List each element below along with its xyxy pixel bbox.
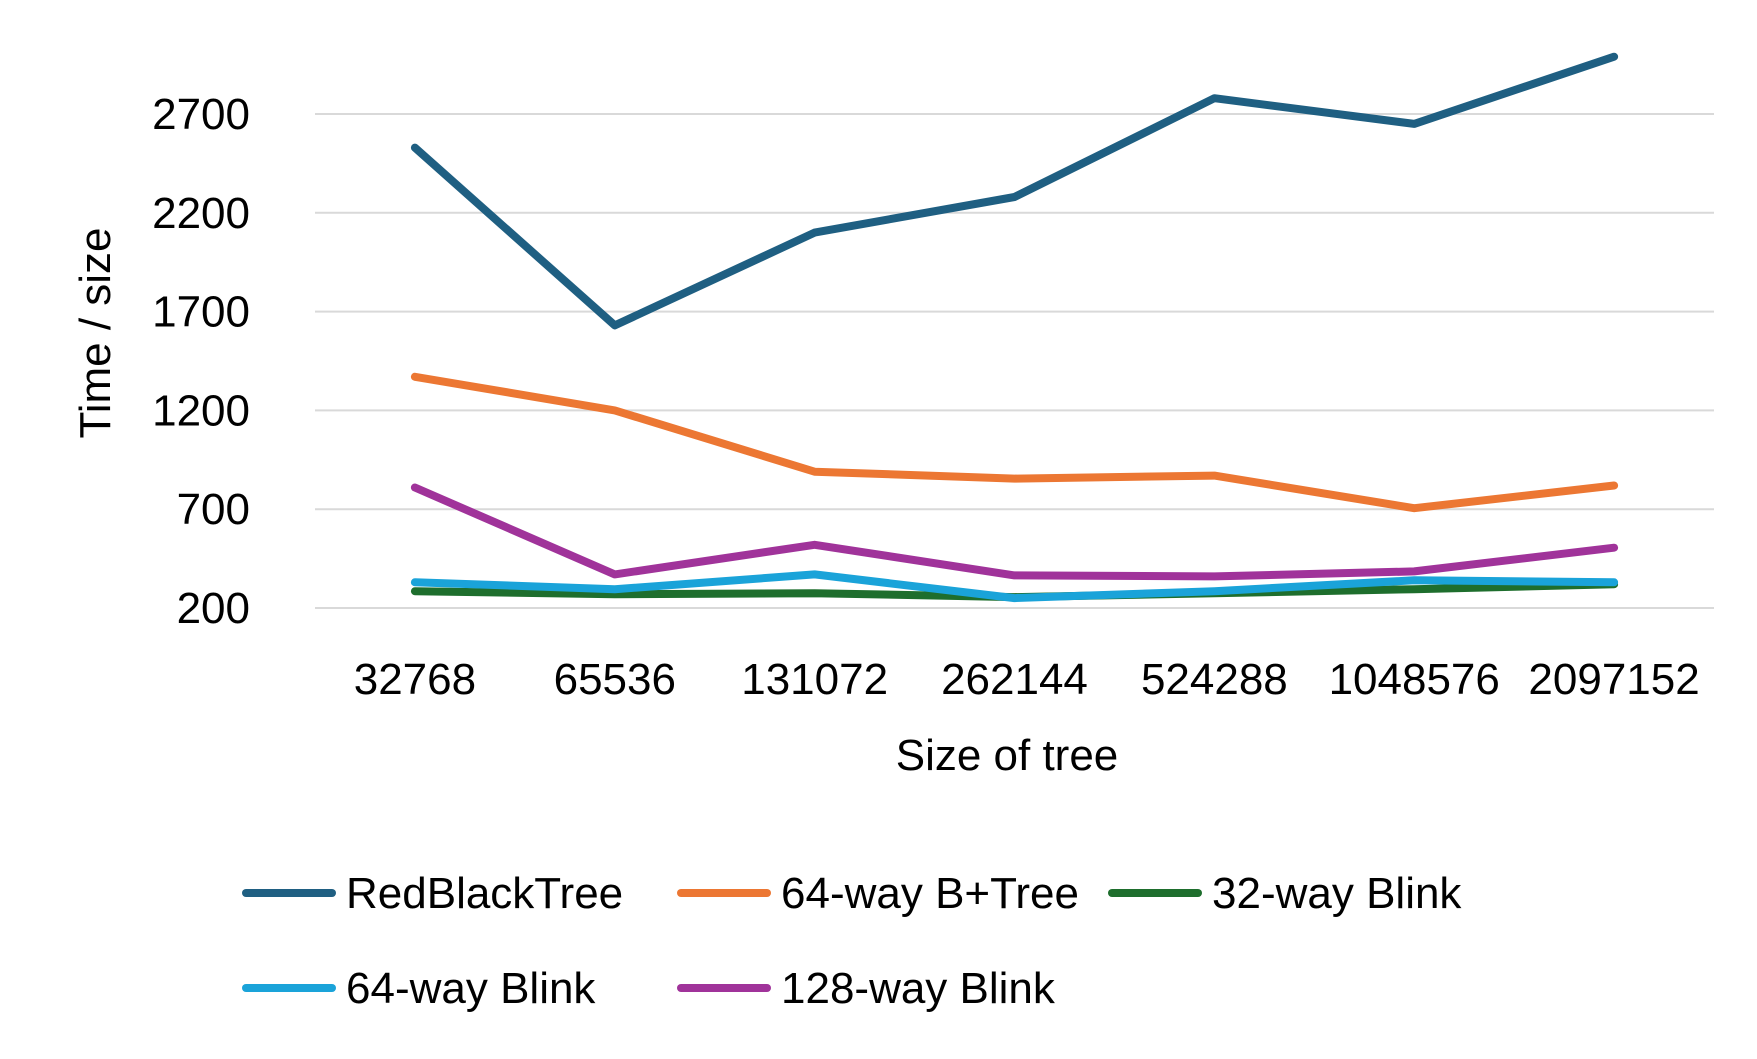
y-tick-label: 1700 — [152, 288, 250, 337]
x-axis-ticks: 32768 65536 131072 262144 524288 1048576 20971… — [354, 655, 1700, 704]
legend-item: 32-way Blink — [1108, 869, 1462, 918]
y-axis-title: Time / size — [71, 227, 120, 438]
legend-label: 128-way Blink — [781, 964, 1056, 1013]
legend-item: 64-way B+Tree — [677, 869, 1079, 918]
legend-item: RedBlackTree — [242, 869, 623, 918]
y-tick-label: 1200 — [152, 386, 250, 435]
legend-label: 32-way Blink — [1212, 869, 1462, 918]
x-axis-title: Size of tree — [896, 731, 1119, 780]
y-tick-label: 700 — [177, 485, 250, 534]
legend-label: 64-way B+Tree — [781, 869, 1079, 918]
series-line-64-way-blink — [410, 570, 1619, 603]
y-tick-label: 2700 — [152, 90, 250, 139]
x-tick-label: 262144 — [941, 655, 1088, 704]
series-lines — [410, 52, 1619, 603]
y-axis-ticks: 200 700 1200 1700 2200 2700 — [152, 90, 250, 633]
x-tick-label: 524288 — [1141, 655, 1288, 704]
y-tick-label: 2200 — [152, 189, 250, 238]
series-line-64-way-b-tree — [410, 372, 1619, 513]
gridlines — [315, 113, 1714, 609]
legend: RedBlackTree 64-way B+Tree 32-way Blink 64-… — [242, 869, 1462, 1013]
x-tick-label: 131072 — [741, 655, 888, 704]
y-tick-label: 200 — [177, 584, 250, 633]
x-tick-label: 65536 — [554, 655, 676, 704]
legend-label: RedBlackTree — [346, 869, 623, 918]
legend-label: 64-way Blink — [346, 964, 596, 1013]
x-tick-label: 1048576 — [1329, 655, 1500, 704]
x-tick-label: 32768 — [354, 655, 476, 704]
series-line-128-way-blink — [410, 483, 1619, 581]
legend-item: 128-way Blink — [677, 964, 1056, 1013]
legend-item: 64-way Blink — [242, 964, 596, 1013]
series-line-redblacktree — [410, 52, 1619, 330]
x-tick-label: 2097152 — [1528, 655, 1699, 704]
